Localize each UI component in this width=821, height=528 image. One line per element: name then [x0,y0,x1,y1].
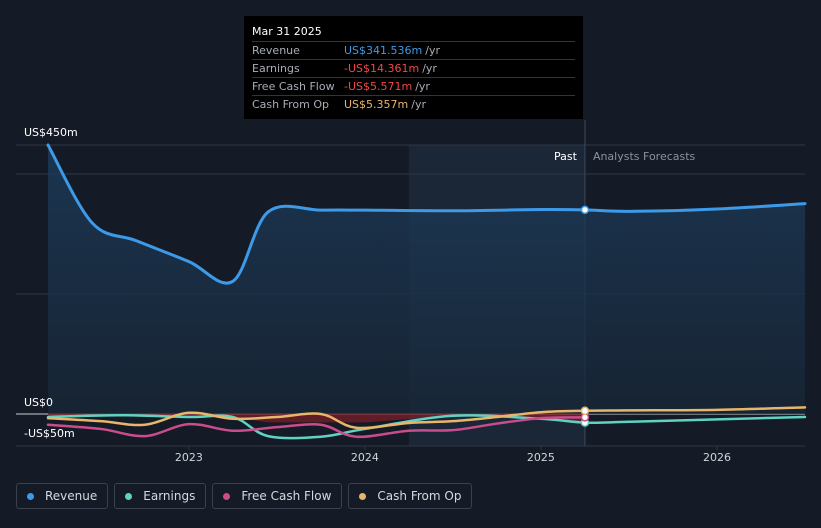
revenue-marker [580,205,590,215]
legend-label: Cash From Op [377,489,462,503]
legend-item-revenue[interactable]: Revenue [16,483,109,509]
legend-label: Revenue [45,489,98,503]
free-cash-flow-line [46,416,587,439]
tooltip-unit: /yr [422,62,437,75]
tooltip-value: -US$14.361m [344,62,420,75]
earnings-dot-icon [125,492,133,500]
y-label-bottom: -US$50m [24,427,75,440]
tooltip-date: Mar 31 2025 [252,25,322,38]
tooltip-unit: /yr [425,44,440,57]
x-tick-label: 2025 [527,451,555,464]
tooltip-value: -US$5.571m [344,80,413,93]
tooltip-row-cash-from-op: Cash From Op US$5.357m /yr [252,95,575,113]
tooltip-row-earnings: Earnings -US$14.361m /yr [252,59,575,77]
legend-item-free-cash-flow[interactable]: Free Cash Flow [212,483,343,509]
x-tick-label: 2026 [703,451,731,464]
tooltip-label: Earnings [252,62,300,75]
legend: Revenue Earnings Free Cash Flow Cash Fro… [16,483,473,511]
tooltip-value: US$5.357m [344,98,409,111]
x-tick-label: 2023 [175,451,203,464]
y-label-zero: US$0 [24,396,53,409]
y-label-top: US$450m [24,126,78,139]
legend-label: Earnings [143,489,196,503]
forecast-label: Analysts Forecasts [593,150,696,163]
legend-item-cash-from-op[interactable]: Cash From Op [348,483,473,509]
tooltip-unit: /yr [415,80,430,93]
cash-from-op-dot-icon [359,492,367,500]
legend-item-earnings[interactable]: Earnings [114,483,207,509]
legend-label: Free Cash Flow [241,489,332,503]
revenue-line [46,143,807,285]
tooltip-unit: /yr [411,98,426,111]
tooltip-label: Revenue [252,44,300,57]
tooltip-row-revenue: Revenue US$341.536m /yr [252,41,575,59]
cash-from-op-line [46,406,807,430]
tooltip-value: US$341.536m [344,44,423,57]
x-tick-label: 2024 [351,451,379,464]
free-cash-flow-dot-icon [223,492,231,500]
tooltip-row-free-cash-flow: Free Cash Flow -US$5.571m /yr [252,77,575,95]
cash-from-op-marker [580,406,590,416]
revenue-dot-icon [27,492,34,500]
tooltip-label: Cash From Op [252,98,330,111]
tooltip-label: Free Cash Flow [252,80,335,93]
tooltip: Mar 31 2025 Revenue US$341.536m /yr Earn… [244,16,583,119]
past-label: Past [554,150,578,163]
